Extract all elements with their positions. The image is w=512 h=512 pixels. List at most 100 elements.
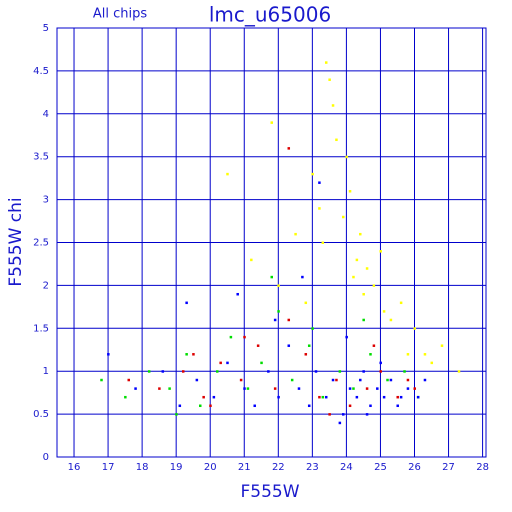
point xyxy=(277,395,280,399)
point xyxy=(335,378,338,382)
x-tick-label: 24 xyxy=(340,462,353,473)
point xyxy=(342,215,345,219)
point xyxy=(239,378,243,382)
point xyxy=(270,121,273,124)
point xyxy=(345,155,348,159)
point xyxy=(212,395,216,399)
point xyxy=(382,395,386,399)
y-tick-label: 0 xyxy=(43,452,49,463)
x-tick-label: 25 xyxy=(374,462,387,473)
point xyxy=(301,275,304,279)
point xyxy=(331,104,335,107)
point xyxy=(226,361,229,365)
point xyxy=(359,378,362,382)
point xyxy=(362,318,365,322)
point xyxy=(321,241,325,244)
point xyxy=(406,353,410,356)
point xyxy=(158,387,161,390)
point xyxy=(219,361,222,365)
point xyxy=(246,387,250,390)
point xyxy=(216,370,219,373)
point xyxy=(287,318,291,322)
point xyxy=(318,207,321,210)
point xyxy=(413,387,416,390)
point xyxy=(338,421,342,425)
point xyxy=(181,370,185,373)
point xyxy=(430,361,434,365)
point xyxy=(355,258,359,262)
point xyxy=(389,318,393,322)
x-tick-label: 18 xyxy=(136,462,149,473)
point xyxy=(331,378,335,382)
plot-frame xyxy=(56,27,487,458)
point xyxy=(406,387,410,390)
point xyxy=(175,413,178,416)
point xyxy=(314,370,318,373)
point xyxy=(376,387,379,390)
y-tick-label: 3.5 xyxy=(33,152,49,163)
point xyxy=(440,344,444,347)
point xyxy=(365,413,369,416)
point xyxy=(379,361,382,365)
point xyxy=(457,370,461,373)
y-tick-label: 1.5 xyxy=(33,323,49,334)
point xyxy=(328,78,331,81)
point xyxy=(413,327,416,330)
point xyxy=(260,361,263,365)
x-tick-label: 16 xyxy=(68,462,81,473)
x-tick-label: 22 xyxy=(272,462,285,473)
point xyxy=(379,370,382,373)
y-tick-label: 2.5 xyxy=(33,238,49,249)
point xyxy=(185,301,188,305)
chart-title: lmc_u65006 xyxy=(209,3,331,27)
point xyxy=(236,292,239,296)
point xyxy=(355,395,359,399)
x-tick-label: 27 xyxy=(442,462,455,473)
point xyxy=(369,404,372,408)
point xyxy=(324,61,328,64)
y-tick-label: 2 xyxy=(43,280,49,291)
point xyxy=(338,370,342,373)
point xyxy=(352,387,355,390)
point xyxy=(342,413,345,416)
point xyxy=(192,353,195,356)
point xyxy=(277,310,280,313)
point xyxy=(267,370,270,373)
point xyxy=(399,395,403,399)
chart-subtitle: All chips xyxy=(93,7,147,22)
point xyxy=(199,404,202,408)
x-tick-label: 19 xyxy=(170,462,183,473)
point xyxy=(328,413,331,416)
point xyxy=(243,335,246,339)
point xyxy=(382,310,386,313)
point xyxy=(399,301,403,305)
point xyxy=(423,353,427,356)
point xyxy=(161,370,165,373)
point xyxy=(321,395,325,399)
x-axis-label: F555W xyxy=(240,482,299,502)
point xyxy=(273,318,277,322)
point xyxy=(243,387,246,390)
point xyxy=(168,387,171,390)
point xyxy=(270,275,273,279)
point xyxy=(335,138,338,142)
y-tick-label: 1 xyxy=(43,366,49,377)
point xyxy=(277,284,280,287)
point xyxy=(124,395,127,399)
point xyxy=(209,404,212,408)
point xyxy=(304,353,308,356)
point xyxy=(396,395,399,399)
point xyxy=(178,404,182,408)
point xyxy=(348,190,352,193)
point xyxy=(369,353,372,356)
point xyxy=(345,335,348,339)
x-tick-label: 20 xyxy=(204,462,217,473)
point xyxy=(229,335,233,339)
point xyxy=(134,387,137,390)
point xyxy=(202,395,205,399)
point xyxy=(372,284,376,287)
y-tick-label: 4 xyxy=(43,109,49,120)
point xyxy=(359,232,362,236)
point xyxy=(107,353,110,356)
point xyxy=(297,387,301,390)
